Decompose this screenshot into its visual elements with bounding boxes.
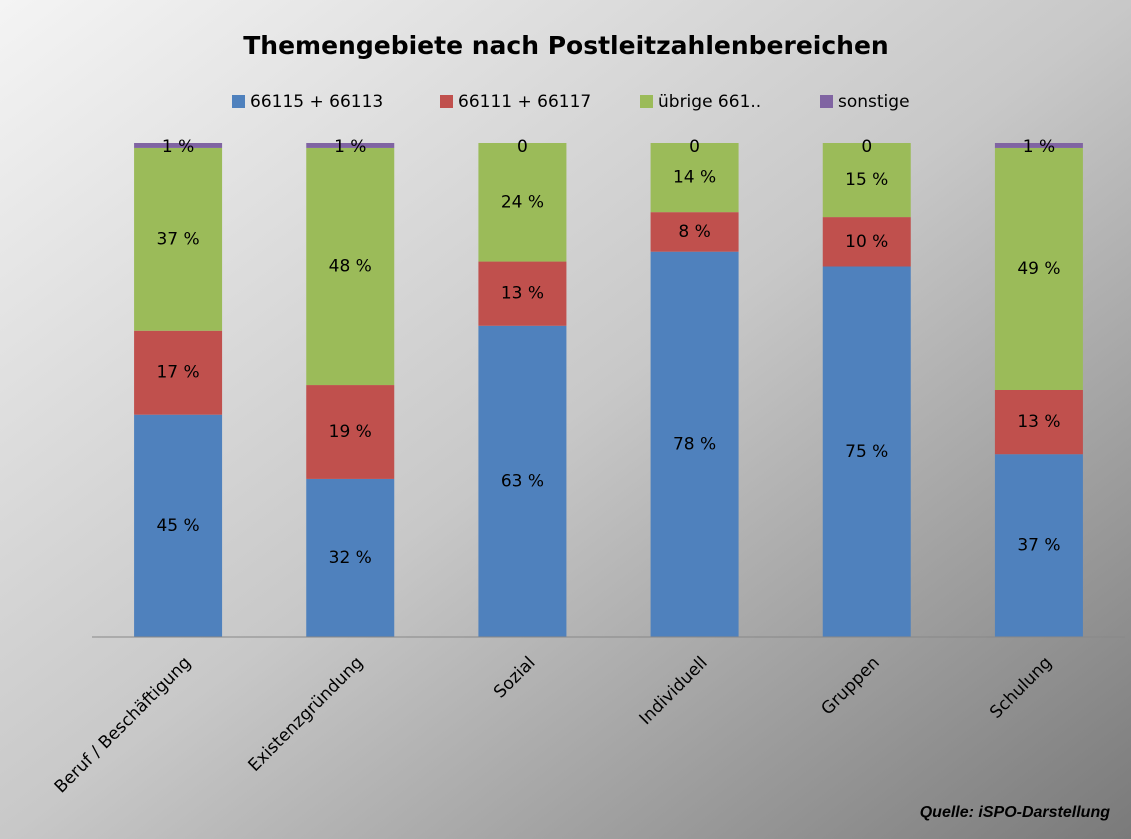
bar-segment: [306, 385, 395, 479]
legend-label: übrige 661..: [658, 92, 761, 112]
legend-label: 66111 + 66117: [458, 92, 591, 112]
data-label: 13 %: [1017, 412, 1060, 432]
legend-swatch: [820, 95, 833, 108]
bar-segment: [994, 143, 1083, 148]
source-note: Quelle: iSPO-Darstellung: [920, 804, 1110, 821]
data-label: 78 %: [673, 434, 716, 454]
bar-segment: [306, 147, 395, 386]
data-label: 37 %: [1017, 536, 1060, 556]
data-label: 32 %: [329, 548, 372, 568]
data-label: 0: [689, 137, 700, 157]
data-label: 14 %: [673, 168, 716, 188]
bar-segment: [134, 414, 223, 637]
data-label: 48 %: [329, 257, 372, 277]
bar-segment: [994, 390, 1083, 455]
data-label: 8 %: [678, 222, 710, 242]
data-label: 1 %: [1023, 137, 1055, 157]
data-label: 1 %: [334, 137, 366, 157]
data-label: 19 %: [329, 422, 372, 442]
legend-swatch: [440, 95, 453, 108]
bar-segment: [650, 143, 739, 213]
data-label: 0: [517, 137, 528, 157]
bar-segment: [822, 217, 911, 267]
bar-segment: [306, 143, 395, 148]
bar-segment: [134, 147, 223, 331]
bar-segment: [650, 212, 739, 252]
data-label: 45 %: [156, 516, 199, 536]
bar-segment: [822, 266, 911, 637]
data-label: 0: [861, 137, 872, 157]
data-label: 13 %: [501, 284, 544, 304]
bar-segment: [994, 147, 1083, 390]
data-label: 10 %: [845, 232, 888, 252]
bar-segment: [478, 325, 567, 637]
bar-segment: [134, 143, 223, 148]
bar-segment: [306, 478, 395, 637]
bar-segment: [994, 454, 1083, 637]
chart-title: Themengebiete nach Postleitzahlenbereich…: [243, 31, 888, 60]
bar-segment: [134, 330, 223, 415]
legend-swatch: [232, 95, 245, 108]
legend-label: sonstige: [838, 92, 910, 112]
bar-segment: [822, 143, 911, 218]
data-label: 24 %: [501, 192, 544, 212]
data-label: 17 %: [156, 363, 199, 383]
legend-label: 66115 + 66113: [250, 92, 383, 112]
data-label: 75 %: [845, 442, 888, 462]
bar-segment: [478, 261, 567, 326]
data-label: 15 %: [845, 170, 888, 190]
data-label: 63 %: [501, 471, 544, 491]
bar-segment: [478, 143, 567, 262]
bar-segment: [650, 251, 739, 637]
data-label: 49 %: [1017, 259, 1060, 279]
legend-swatch: [640, 95, 653, 108]
data-label: 37 %: [156, 229, 199, 249]
data-label: 1 %: [162, 137, 194, 157]
